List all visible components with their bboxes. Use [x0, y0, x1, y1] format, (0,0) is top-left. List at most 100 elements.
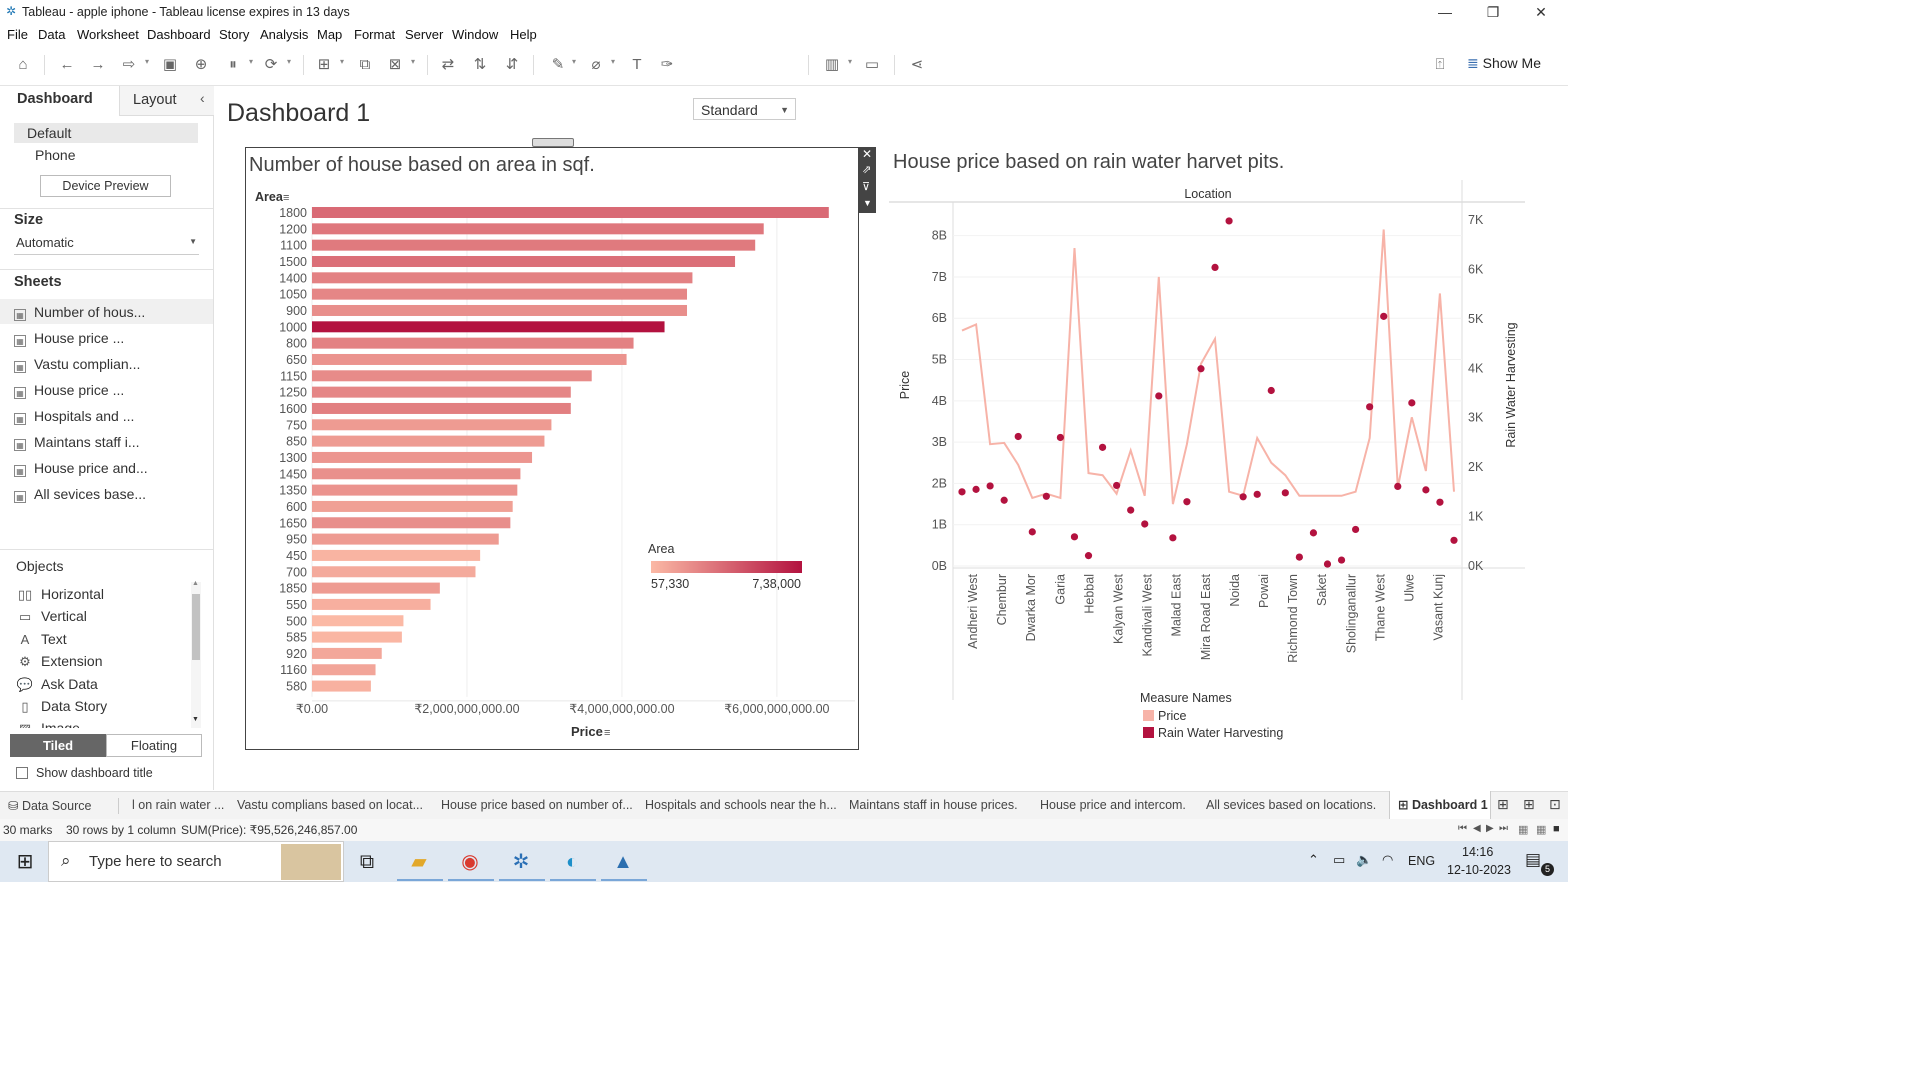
bar[interactable] [312, 223, 764, 235]
tableau-icon[interactable]: ✲ [512, 851, 530, 873]
menu-data[interactable]: Data [38, 27, 66, 42]
new-sheet-icon[interactable]: ⊞ [317, 56, 331, 73]
new-story-icon[interactable]: ⊡ [1549, 796, 1561, 812]
tab-view-icon[interactable]: ■ [1553, 823, 1560, 835]
new-datasource-icon[interactable]: ⊕ [194, 56, 208, 73]
rwh-point[interactable] [1309, 529, 1318, 537]
rwh-point[interactable] [1408, 399, 1416, 407]
rwh-point[interactable] [1028, 528, 1036, 536]
clear-sheet-icon[interactable]: ⊠ [388, 56, 402, 73]
chrome-icon[interactable]: ◉ [461, 851, 479, 873]
sheet-item[interactable]: ▦ House price and... [14, 456, 212, 480]
language-indicator[interactable]: ENG [1408, 854, 1436, 868]
menu-story[interactable]: Story [219, 27, 250, 42]
bar[interactable] [312, 451, 533, 463]
size-select[interactable]: Automatic ▼ [14, 234, 199, 255]
more-options-icon[interactable]: ▼ [863, 198, 872, 208]
bar[interactable] [312, 517, 511, 529]
sort-icon[interactable]: ≡ [604, 727, 610, 739]
wifi-icon[interactable]: ◠ [1382, 852, 1394, 867]
object-horizontal[interactable]: ▯▯ Horizontal [16, 584, 104, 604]
tab-layout[interactable]: Layout ‹ [119, 86, 214, 116]
show-title-checkbox[interactable] [16, 767, 28, 779]
bar[interactable] [312, 288, 688, 300]
refresh-icon[interactable]: ⟳ [264, 56, 278, 73]
sheet-item[interactable]: ▦ House price ... [14, 378, 212, 402]
sheet-tab[interactable]: House price and intercom. [1040, 798, 1186, 812]
bar[interactable] [312, 615, 404, 627]
rwh-point[interactable] [1141, 520, 1149, 528]
bar[interactable] [312, 239, 756, 251]
bar[interactable] [312, 370, 592, 382]
rwh-point[interactable] [1380, 312, 1388, 320]
bar[interactable] [312, 321, 665, 333]
battery-icon[interactable]: ▭ [1333, 852, 1346, 867]
rwh-point[interactable] [1113, 481, 1121, 490]
sheet-item[interactable]: ▦ Vastu complian... [14, 352, 212, 376]
go-to-sheet-icon[interactable]: ⇗ [862, 164, 872, 176]
replay-icon[interactable]: ⇨ [122, 56, 136, 73]
rwh-point[interactable] [1084, 552, 1093, 560]
rwh-point[interactable] [1183, 498, 1191, 506]
menu-format[interactable]: Format [354, 27, 396, 42]
refresh-dropdown-icon[interactable]: ▾ [287, 57, 292, 66]
scroll-down-icon[interactable]: ▼ [192, 716, 199, 723]
rwh-point[interactable] [1253, 490, 1261, 498]
highlight-dropdown-icon[interactable]: ▾ [572, 57, 577, 66]
bar[interactable] [312, 386, 571, 398]
menu-map[interactable]: Map [317, 27, 343, 42]
rwh-point[interactable] [1422, 486, 1430, 494]
pause-updates-icon[interactable]: ⏸ [229, 56, 237, 73]
scrollbar-thumb[interactable] [192, 594, 200, 660]
task-view-icon[interactable]: ⧉ [359, 851, 375, 873]
pause-dropdown-icon[interactable]: ▾ [249, 57, 254, 66]
rwh-point[interactable] [958, 488, 966, 496]
filter-icon[interactable]: ⊽ [862, 181, 871, 193]
object-image[interactable]: ▨ Image [16, 718, 80, 728]
filmstrip-view-icon[interactable]: ▦ [1518, 824, 1529, 836]
bar[interactable] [312, 598, 431, 610]
bar[interactable] [312, 664, 376, 676]
new-worksheet-icon[interactable]: ⊞ [1497, 796, 1509, 812]
sheet-tab[interactable]: Hospitals and schools near the h... [645, 798, 837, 812]
file-explorer-icon[interactable]: ▰ [411, 851, 427, 873]
bar[interactable] [312, 582, 440, 594]
rwh-point[interactable] [1436, 498, 1444, 506]
clock-date[interactable]: 12-10-2023 [1447, 863, 1511, 877]
rwh-point[interactable] [1197, 365, 1205, 373]
bar[interactable] [312, 533, 499, 545]
clear-dropdown-icon[interactable]: ▾ [411, 57, 416, 66]
home-icon[interactable]: ⌂ [18, 56, 28, 73]
share-icon[interactable]: ⋖ [910, 56, 924, 73]
bar[interactable] [312, 337, 634, 349]
objects-scrollbar[interactable]: ▲ ▼ [191, 580, 201, 728]
menu-server[interactable]: Server [405, 27, 444, 42]
bar[interactable] [312, 500, 513, 512]
rwh-point[interactable] [1337, 556, 1346, 564]
rwh-point[interactable] [1000, 496, 1008, 504]
close-button[interactable]: ✕ [1535, 4, 1547, 20]
presentation-mode-icon[interactable]: ▭ [864, 56, 880, 73]
rwh-point[interactable] [1169, 534, 1177, 542]
sheet-tab[interactable]: House price based on number of... [441, 798, 633, 812]
tiled-button[interactable]: Tiled [10, 734, 106, 757]
menu-worksheet[interactable]: Worksheet [77, 27, 139, 42]
rwh-point[interactable] [1352, 525, 1360, 534]
bar[interactable] [312, 272, 693, 284]
sheet-tab[interactable]: All sevices based on locations. [1206, 798, 1377, 812]
fix-axes-icon[interactable]: ✑ [660, 56, 674, 73]
rwh-point[interactable] [1211, 263, 1219, 272]
bar[interactable] [312, 435, 545, 447]
sort-ascending-icon[interactable]: ⇅ [473, 56, 487, 73]
format-painter-icon[interactable]: ⍐ [1435, 56, 1445, 73]
show-hidden-icons-icon[interactable]: ⌃ [1308, 852, 1319, 867]
bar[interactable] [312, 419, 552, 431]
bar[interactable] [312, 680, 371, 692]
prev-page-icon[interactable]: ◀ [1473, 823, 1481, 834]
floating-button[interactable]: Floating [106, 734, 202, 757]
show-cards-icon[interactable]: ▥ [824, 56, 840, 73]
measure-legend[interactable]: Measure Names Price Rain Water Harvestin… [1140, 691, 1283, 740]
rwh-point[interactable] [1225, 217, 1233, 225]
windows-start-icon[interactable]: ⊞ [16, 851, 34, 873]
menu-help[interactable]: Help [510, 27, 537, 42]
